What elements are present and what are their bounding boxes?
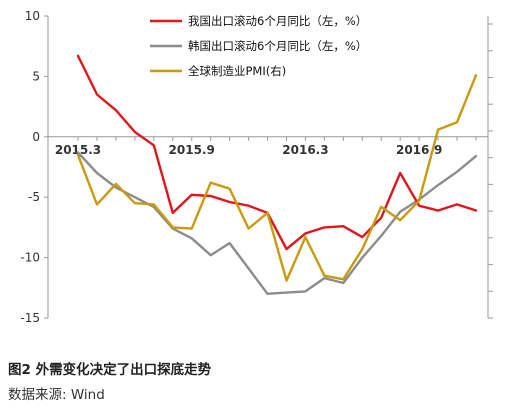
legend: 我国出口滚动6个月同比（左，%） 韩国出口滚动6个月同比（左，%） 全球制造业PMI… xyxy=(150,14,367,78)
y-tick-label: 0 xyxy=(32,130,40,144)
x-tick-label: 2016.9 xyxy=(396,143,442,157)
legend-label: 我国出口滚动6个月同比（左，%） xyxy=(188,14,367,28)
y-tick-label: -10 xyxy=(20,251,40,265)
x-tick-label: 2016.3 xyxy=(282,143,328,157)
y-tick-label: 5 xyxy=(32,69,40,83)
x-tick-label: 2015.9 xyxy=(169,143,215,157)
legend-label: 全球制造业PMI(右) xyxy=(188,64,286,78)
series-lines xyxy=(76,54,478,295)
data-source: 数据来源: Wind xyxy=(8,387,105,403)
series-line xyxy=(76,151,478,295)
figure-caption: 图2 外需变化决定了出口探底走势 xyxy=(8,362,212,378)
series-line xyxy=(76,73,478,282)
y-tick-label: 10 xyxy=(25,9,40,23)
legend-label: 韩国出口滚动6个月同比（左，%） xyxy=(188,39,367,53)
series-line xyxy=(76,54,478,251)
x-tick-label: 2015.3 xyxy=(55,143,101,157)
line-chart: 10 5 0 -5 -10 -15 2015.3 2015.9 2016.3 2016.9 我国出… xyxy=(20,9,493,325)
y-tick-label: -5 xyxy=(28,190,40,204)
y-tick-label: -15 xyxy=(20,311,40,325)
